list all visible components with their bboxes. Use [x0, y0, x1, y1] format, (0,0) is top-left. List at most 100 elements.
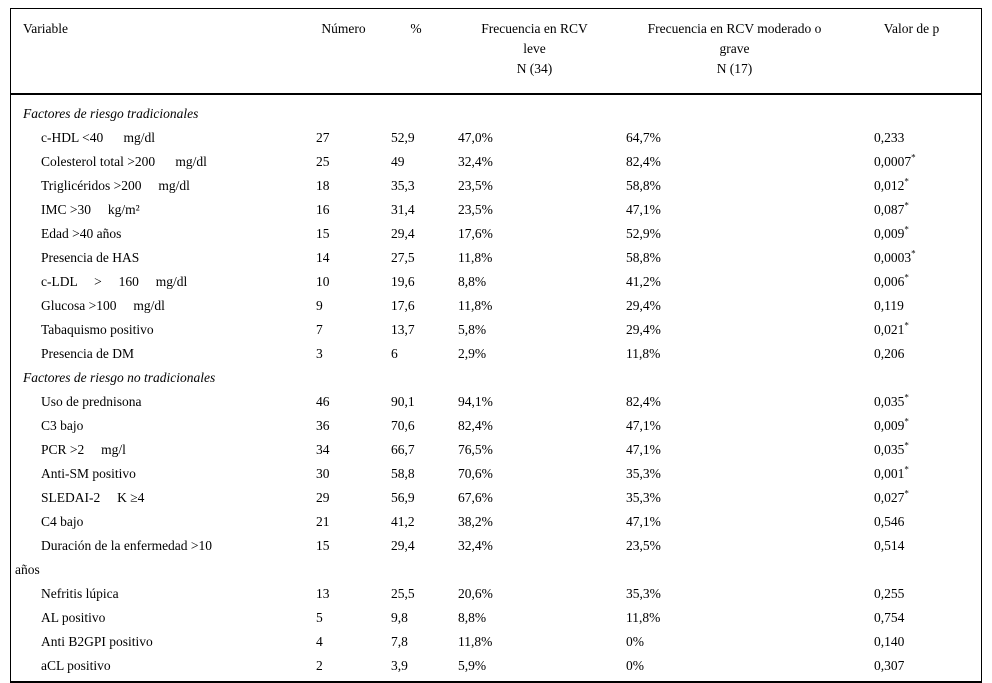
cell-variable: C4 bajo [41, 514, 84, 529]
cell-variable: c-HDL <40 mg/dl [41, 130, 155, 145]
cell-valor-p: 0,140 [874, 634, 905, 649]
cell-valor-p: 0,012* [874, 176, 909, 193]
significance-star: * [911, 248, 916, 259]
table-row: aCL positivo 2 3,9 5,9% 0% 0,307 [11, 654, 981, 681]
table-row: Uso de prednisona 46 90,1 94,1% 82,4% 0,035* [11, 390, 981, 414]
cell-variable: PCR >2 mg/l [41, 442, 126, 457]
continuation-row: años [11, 558, 981, 582]
table-row: SLEDAI-2 K ≥4 29 56,9 67,6% 35,3% 0,027* [11, 486, 981, 510]
cell-rcv-leve: 17,6% [458, 226, 493, 241]
table-row: IMC >30 kg/m² 16 31,4 23,5% 47,1% 0,087* [11, 198, 981, 222]
table-row: c-LDL > 160 mg/dl 10 19,6 8,8% 41,2% 0,006* [11, 270, 981, 294]
col-header-rcv-moderado-line1: Frecuencia en RCV moderado o [647, 21, 822, 36]
cell-pct: 90,1 [391, 394, 415, 409]
cell-numero: 2 [316, 658, 323, 673]
cell-rcv-moderado: 47,1% [626, 514, 661, 529]
col-header-rcv-moderado: Frecuencia en RCV moderado o grave N (17… [623, 9, 846, 94]
cell-variable: Tabaquismo positivo [41, 322, 154, 337]
cell-numero: 10 [316, 274, 330, 289]
col-header-valor-p: Valor de p [883, 21, 940, 36]
cell-numero: 5 [316, 610, 323, 625]
cell-rcv-moderado: 47,1% [626, 418, 661, 433]
cell-variable: Glucosa >100 mg/dl [41, 298, 165, 313]
cell-rcv-moderado: 47,1% [626, 202, 661, 217]
table-row: Edad >40 años 15 29,4 17,6% 52,9% 0,009* [11, 222, 981, 246]
table-row: Colesterol total >200 mg/dl 25 49 32,4% 82,4… [11, 150, 981, 174]
cell-pct: 25,5 [391, 586, 415, 601]
cell-valor-p: 0,307 [874, 658, 905, 673]
cell-variable: c-LDL > 160 mg/dl [41, 274, 188, 289]
col-header-variable: Variable [23, 21, 68, 36]
significance-star: * [904, 440, 909, 451]
table-frame: Variable Número % Frecuencia en RCV leve… [10, 8, 982, 683]
cell-pct: 9,8 [391, 610, 408, 625]
cell-variable: SLEDAI-2 K ≥4 [41, 490, 145, 505]
cell-rcv-moderado: 35,3% [626, 466, 661, 481]
cell-valor-p: 0,0007* [874, 152, 916, 169]
cell-valor-p: 0,027* [874, 488, 909, 505]
cell-rcv-leve: 67,6% [458, 490, 493, 505]
cell-rcv-leve: 76,5% [458, 442, 493, 457]
cell-rcv-moderado: 11,8% [626, 610, 661, 625]
cell-numero: 14 [316, 250, 330, 265]
cell-rcv-leve: 47,0% [458, 130, 493, 145]
section-row: Factores de riesgo tradicionales [11, 94, 981, 126]
cell-rcv-moderado: 58,8% [626, 250, 661, 265]
cell-variable: Presencia de DM [41, 346, 134, 361]
cell-rcv-leve: 70,6% [458, 466, 493, 481]
section-label: Factores de riesgo tradicionales [23, 106, 199, 121]
cell-rcv-moderado: 11,8% [626, 346, 661, 361]
cell-variable-continuation: años [15, 562, 40, 577]
cell-valor-p: 0,0003* [874, 248, 916, 265]
significance-star: * [904, 200, 909, 211]
cell-rcv-leve: 5,9% [458, 658, 487, 673]
section-label: Factores de riesgo no tradicionales [23, 370, 216, 385]
cell-variable: Duración de la enfermedad >10 [41, 538, 213, 553]
col-header-numero: Número [321, 21, 366, 36]
cell-pct: 27,5 [391, 250, 415, 265]
table-row: AL positivo 5 9,8 8,8% 11,8% 0,754 [11, 606, 981, 630]
cell-numero: 29 [316, 490, 330, 505]
col-header-rcv-leve-line2: leve [523, 41, 546, 56]
col-header-rcv-leve: Frecuencia en RCV leve N (34) [446, 9, 623, 94]
cell-valor-p: 0,001* [874, 464, 909, 481]
cell-variable: Uso de prednisona [41, 394, 142, 409]
table-row: Duración de la enfermedad >10 15 29,4 32,4%… [11, 534, 981, 558]
cell-rcv-leve: 11,8% [458, 298, 493, 313]
significance-star: * [904, 464, 909, 475]
cell-pct: 52,9 [391, 130, 415, 145]
cell-rcv-moderado: 64,7% [626, 130, 661, 145]
cell-rcv-moderado: 0% [626, 658, 644, 673]
cell-valor-p: 0,233 [874, 130, 905, 145]
table-row: c-HDL <40 mg/dl 27 52,9 47,0% 64,7% 0,233 [11, 126, 981, 150]
cell-rcv-leve: 8,8% [458, 610, 487, 625]
cell-numero: 36 [316, 418, 330, 433]
table-row: C4 bajo 21 41,2 38,2% 47,1% 0,546 [11, 510, 981, 534]
col-header-rcv-moderado-line3: N (17) [716, 61, 753, 76]
significance-star: * [904, 416, 909, 427]
cell-valor-p: 0,035* [874, 440, 909, 457]
table-row: Anti B2GPI positivo 4 7,8 11,8% 0% 0,140 [11, 630, 981, 654]
table-body: Factores de riesgo tradicionales c-HDL <4… [11, 94, 981, 681]
cell-pct: 66,7 [391, 442, 415, 457]
cell-pct: 7,8 [391, 634, 408, 649]
table-row: Presencia de DM 3 6 2,9% 11,8% 0,206 [11, 342, 981, 366]
cell-rcv-moderado: 0% [626, 634, 644, 649]
cell-rcv-leve: 11,8% [458, 250, 493, 265]
significance-star: * [904, 224, 909, 235]
risk-factors-table: Variable Número % Frecuencia en RCV leve… [11, 9, 981, 681]
cell-rcv-leve: 23,5% [458, 202, 493, 217]
cell-variable: Nefritis lúpica [41, 586, 119, 601]
cell-numero: 15 [316, 538, 330, 553]
cell-pct: 17,6 [391, 298, 415, 313]
table-row: C3 bajo 36 70,6 82,4% 47,1% 0,009* [11, 414, 981, 438]
cell-variable: aCL positivo [41, 658, 111, 673]
cell-valor-p: 0,754 [874, 610, 905, 625]
section-row: Factores de riesgo no tradicionales [11, 366, 981, 390]
cell-variable: IMC >30 kg/m² [41, 202, 140, 217]
cell-numero: 4 [316, 634, 323, 649]
significance-star: * [904, 272, 909, 283]
cell-rcv-moderado: 29,4% [626, 322, 661, 337]
cell-numero: 46 [316, 394, 330, 409]
cell-valor-p: 0,021* [874, 320, 909, 337]
